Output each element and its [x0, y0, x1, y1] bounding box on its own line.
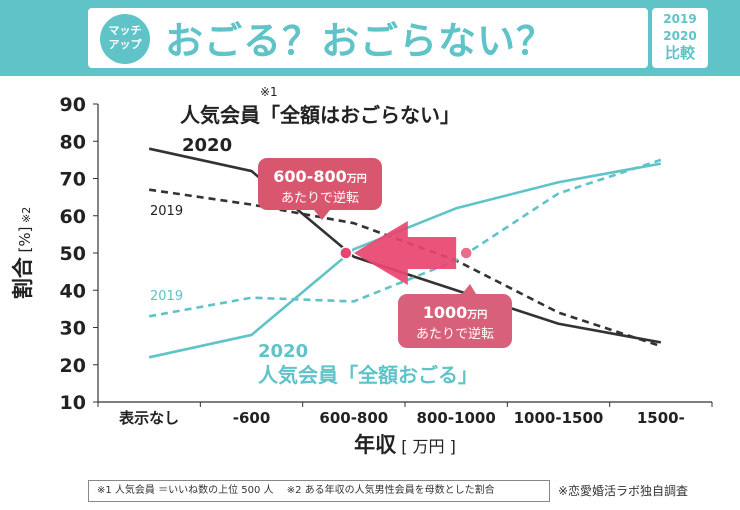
- group-title-not-pay: 人気会員「全額はおごらない」: [180, 103, 460, 127]
- y-tick-label: 80: [60, 131, 86, 153]
- logo-line-2: アップ: [108, 38, 142, 51]
- y-tick-label: 20: [60, 355, 86, 377]
- callout-value-1000: 1000: [423, 303, 468, 322]
- y-axis-unit: [%]: [16, 226, 34, 257]
- y-axis-note: ※2: [20, 207, 33, 227]
- y-tick-label: 50: [60, 243, 86, 265]
- x-tick-label: 600-800: [319, 409, 388, 427]
- x-tick-label: -600: [233, 409, 271, 427]
- logo-line-1: マッチ: [108, 24, 142, 37]
- series-label-not-pay-2020: 2020: [182, 135, 232, 156]
- y-tick-label: 60: [60, 206, 86, 228]
- callout-value-600-800: 600-800: [273, 167, 346, 186]
- callout-line1-1000: 1000万円: [423, 303, 488, 322]
- y-tick-label: 70: [60, 169, 86, 191]
- callout-line1-600-800: 600-800万円: [273, 167, 366, 186]
- x-axis-title: 年収 [ 万円 ]: [354, 433, 456, 457]
- series-label-not-pay-2019: 2019: [150, 204, 183, 219]
- crossover-point-600-800: [339, 246, 353, 260]
- group-title-pay: 人気会員「全額おごる」: [258, 363, 478, 387]
- y-tick-label: 40: [60, 280, 86, 302]
- x-tick-label: 1000-1500: [514, 409, 604, 427]
- series-label-pay-2020: 2020: [258, 341, 308, 362]
- x-tick-label: 1500-: [637, 409, 685, 427]
- series-label-pay-2019: 2019: [150, 289, 183, 304]
- callout-unit-1000: 万円: [466, 309, 487, 321]
- crossover-point-1000: [459, 246, 473, 260]
- badge-compare: 比較: [664, 44, 695, 62]
- callout-unit-600-800: 万円: [346, 173, 367, 185]
- comparison-badge: 2019 2020 比較: [652, 8, 708, 68]
- page-title: おごる？おごらない？: [165, 19, 556, 63]
- y-tick-label: 10: [60, 392, 86, 414]
- series-line-pay-2019: [148, 158, 662, 318]
- callout-pointer-600-800: [314, 210, 330, 220]
- header-title-panel: [88, 8, 648, 68]
- source-note: ※恋愛婚活ラボ独自調査: [558, 484, 689, 498]
- series-line-not-pay-2019: [148, 188, 662, 348]
- y-axis-title: 割合 [%] ※2: [11, 207, 35, 299]
- x-tick-label: 表示なし: [119, 409, 179, 427]
- footnote-box: ※1 人気会員 ＝いいね数の上位 500 人 ※2 ある年収の人気男性会員を母数…: [88, 480, 550, 502]
- badge-year-2019: 2019: [663, 12, 697, 26]
- y-tick-label: 90: [60, 94, 86, 116]
- callout-pointer-1000: [462, 284, 476, 294]
- callout-line2-600-800: あたりで逆転: [281, 190, 359, 206]
- x-axis-title-text: 年収: [354, 433, 397, 457]
- callout-box-600-800: [258, 158, 382, 210]
- matchapp-logo: マッチ アップ: [100, 14, 150, 64]
- y-axis-title-text: 割合: [11, 256, 35, 299]
- badge-year-2020: 2020: [663, 29, 697, 43]
- x-tick-label: 800-1000: [417, 409, 496, 427]
- y-tick-label: 30: [60, 318, 86, 340]
- x-axis-unit: [ 万円 ]: [396, 437, 456, 456]
- callout-box-1000: [398, 294, 512, 348]
- callout-line2-1000: あたりで逆転: [416, 326, 494, 342]
- reversal-arrow: [353, 221, 457, 285]
- group-title-note: ※1: [260, 85, 278, 99]
